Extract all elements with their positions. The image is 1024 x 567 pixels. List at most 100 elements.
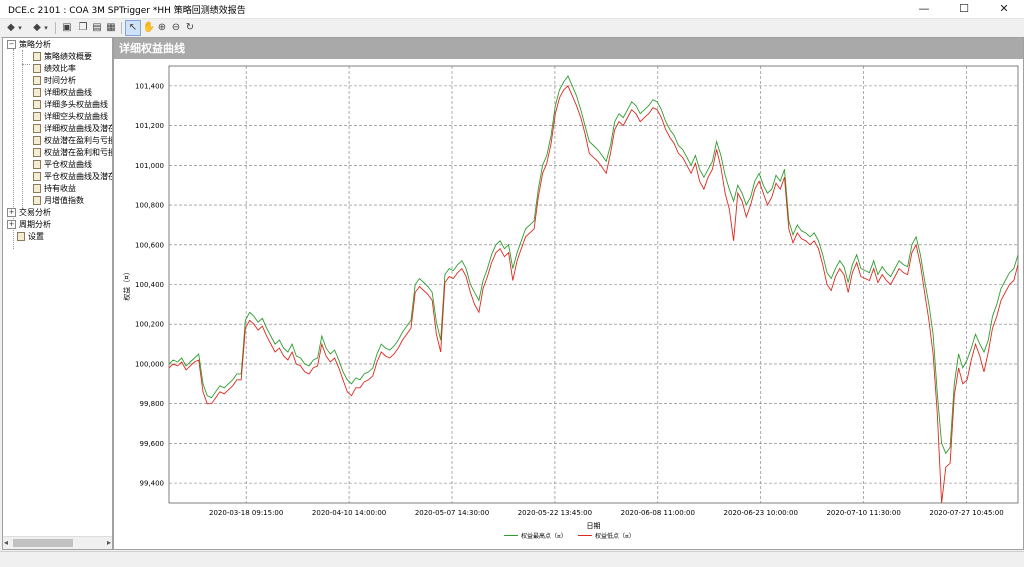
y-tick-label: 99,400 [140,480,165,488]
report-icon [33,76,41,85]
toolbar-separator [55,22,56,34]
tree-item-label: 平仓权益曲线及潜在 [44,172,113,181]
y-axis-label: 权益（¤） [122,268,131,300]
scroll-right-icon[interactable]: ▸ [106,538,111,547]
x-tick-label: 2020-07-10 11:30:00 [826,509,900,517]
x-tick-label: 2020-07-27 10:45:00 [929,509,1003,517]
y-tick-label: 100,000 [135,360,164,368]
y-tick-label: 100,800 [135,202,164,210]
pointer-icon[interactable]: ↖ [125,20,141,36]
status-bar [0,551,1024,567]
y-tick-label: 101,000 [135,162,164,170]
equity-low-line [169,85,1018,503]
tree-item[interactable]: 详细权益曲线 [23,87,92,99]
report-icon [33,124,41,133]
tree-item-label: 时间分析 [44,76,76,85]
title-bar: DCE.c 2101 : COA 3M SPTrigger *HH 策略回测绩效… [0,0,1024,19]
legend-label: 权益低点（¤） [595,532,635,540]
report-icon [33,88,41,97]
tree-item-label: 详细权益曲线 [44,88,92,97]
scroll-left-icon[interactable]: ◂ [4,538,9,547]
y-tick-label: 101,200 [135,122,164,130]
tree-item-label: 权益潜在盈利和亏损 [44,148,113,157]
tree-node-period-analysis[interactable]: + 周期分析 [7,219,51,231]
x-tick-label: 2020-06-23 10:00:00 [724,509,798,517]
tree-node-label: 交易分析 [19,208,51,217]
back-icon[interactable]: ◆ [7,22,15,33]
tree-item[interactable]: 策略绩效概要 [22,51,92,65]
tree-item[interactable]: 详细权益曲线及潜在 [23,123,112,135]
print-icon[interactable]: ▤ [92,22,102,33]
tree-item-label: 权益潜在盈利与亏损 [44,136,113,145]
tree-guide-line [13,49,14,249]
tree-item[interactable]: 权益潜在盈利与亏损 [23,135,113,147]
report-icon [33,112,41,121]
y-tick-label: 100,200 [135,321,164,329]
report-icon [33,148,41,157]
x-axis-label: 日期 [587,522,601,530]
tree-node-strategy-analysis[interactable]: − 策略分析 [7,39,51,51]
close-button[interactable]: ✕ [999,2,1009,15]
tree-item[interactable]: 绩效比率 [23,63,76,75]
reset-zoom-icon[interactable]: ↻ [185,22,195,33]
equity-chart[interactable]: 99,400 99,600 99,800 100,000 100,200 100,400 1… [114,59,1023,547]
tree-node-label: 设置 [28,232,44,241]
equity-high-line [169,74,1018,455]
tree-item[interactable]: 平仓权益曲线 [23,159,92,171]
save-icon[interactable]: ▣ [62,22,72,33]
x-tick-label: 2020-03-18 09:15:00 [209,509,283,517]
tree-item[interactable]: 持有收益 [23,183,76,195]
tree-node-settings[interactable]: 设置 [17,231,44,243]
scrollbar-thumb[interactable] [13,539,73,547]
tree-item[interactable]: 权益潜在盈利和亏损 [23,147,113,159]
tree-node-label: 周期分析 [19,220,51,229]
x-tick-label: 2020-04-10 14:00:00 [312,509,386,517]
tree-item[interactable]: 月增值指数 [23,195,84,207]
tree-item-label: 详细空头权益曲线 [44,112,108,121]
back-dropdown-icon[interactable]: ▾ [18,24,22,32]
tree-item[interactable]: 平仓权益曲线及潜在 [23,171,113,183]
copy-icon[interactable]: ❐ [78,22,88,33]
legend-label: 权益最高点（¤） [521,532,567,540]
tree-item[interactable]: 详细空头权益曲线 [23,111,108,123]
panel-header: 详细权益曲线 [114,38,1023,59]
sidebar-horizontal-scrollbar[interactable]: ◂ ▸ [3,536,112,549]
hand-icon[interactable]: ✋ [142,22,156,33]
settings-icon [17,232,25,241]
report-icon [33,52,41,61]
y-tick-label: 101,400 [135,82,164,90]
collapse-icon[interactable]: − [7,40,16,49]
forward-dropdown-icon[interactable]: ▾ [44,24,48,32]
forward-icon[interactable]: ◆ [33,22,41,33]
tree-node-label: 策略分析 [19,40,51,49]
tree-item-label: 持有收益 [44,184,76,193]
y-tick-label: 99,800 [140,400,165,408]
maximize-button[interactable]: ☐ [959,2,969,15]
report-icon [33,100,41,109]
tree-item-label: 平仓权益曲线 [44,160,92,169]
tree-item-label: 策略绩效概要 [44,52,92,61]
expand-icon[interactable]: + [7,220,16,229]
report-icon [33,64,41,73]
report-icon [33,172,41,181]
window-title: DCE.c 2101 : COA 3M SPTrigger *HH 策略回测绩效… [8,6,246,16]
y-tick-label: 100,600 [135,241,164,249]
zoom-in-icon[interactable]: ⊕ [157,22,167,33]
report-icon [33,136,41,145]
x-tick-label: 2020-05-22 13:45:00 [518,509,592,517]
navigation-tree: − 策略分析 策略绩效概要 绩效比率 时间分析 详细权益曲线 详细多头权益曲线 详… [2,37,113,550]
report-icon [33,196,41,205]
table-icon[interactable]: ▦ [106,22,116,33]
tree-node-trade-analysis[interactable]: + 交易分析 [7,207,51,219]
toolbar: ◆ ▾ ◆ ▾ ▣ ❐ ▤ ▦ ↖ ✋ ⊕ ⊖ ↻ [0,19,1024,38]
tree-item[interactable]: 详细多头权益曲线 [23,99,108,111]
report-icon [33,184,41,193]
zoom-out-icon[interactable]: ⊖ [171,22,181,33]
y-tick-label: 100,400 [135,281,164,289]
y-tick-label: 99,600 [140,440,165,448]
x-tick-label: 2020-06-08 11:00:00 [621,509,695,517]
minimize-button[interactable]: — [918,2,930,15]
expand-icon[interactable]: + [7,208,16,217]
tree-item[interactable]: 时间分析 [23,75,76,87]
tree-item-label: 详细多头权益曲线 [44,100,108,109]
